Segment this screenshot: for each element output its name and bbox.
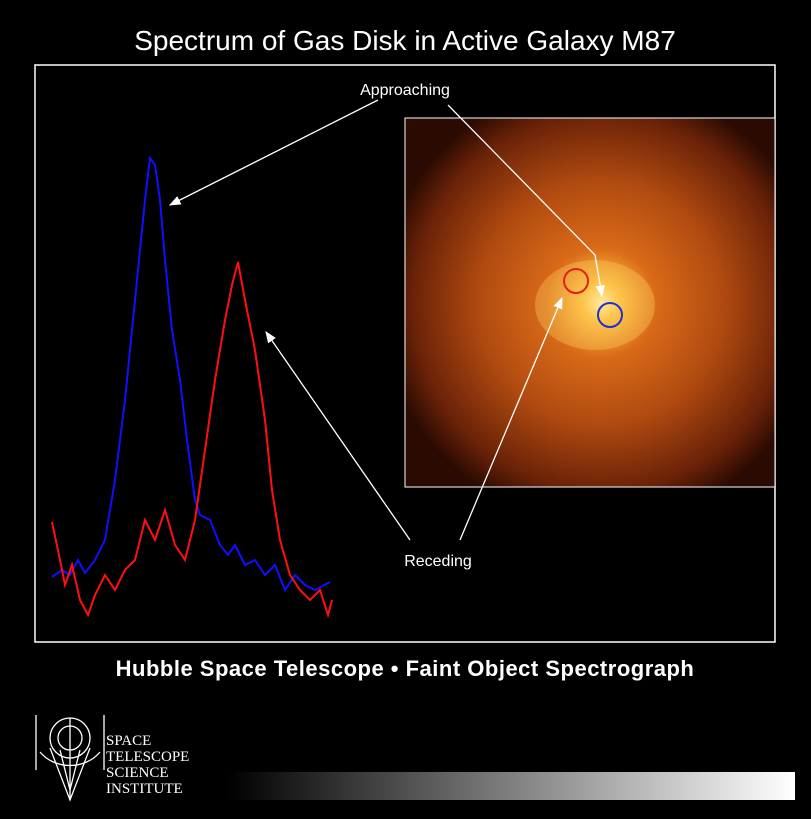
figure: Spectrum of Gas Disk in Active Galaxy M8…	[0, 0, 811, 814]
receding-label: Receding	[404, 553, 472, 570]
logo-line: SPACE	[106, 733, 151, 749]
subtitle: Hubble Space Telescope • Faint Object Sp…	[116, 656, 695, 681]
logo-line: TELESCOPE	[106, 749, 189, 765]
logo-line: SCIENCE	[106, 765, 169, 781]
approaching-label: Approaching	[360, 82, 450, 99]
galaxy-glow	[535, 260, 655, 350]
gradient-bar	[228, 772, 795, 800]
page: Spectrum of Gas Disk in Active Galaxy M8…	[0, 0, 811, 814]
title: Spectrum of Gas Disk in Active Galaxy M8…	[134, 25, 676, 56]
logo-line: INSTITUTE	[106, 781, 183, 797]
